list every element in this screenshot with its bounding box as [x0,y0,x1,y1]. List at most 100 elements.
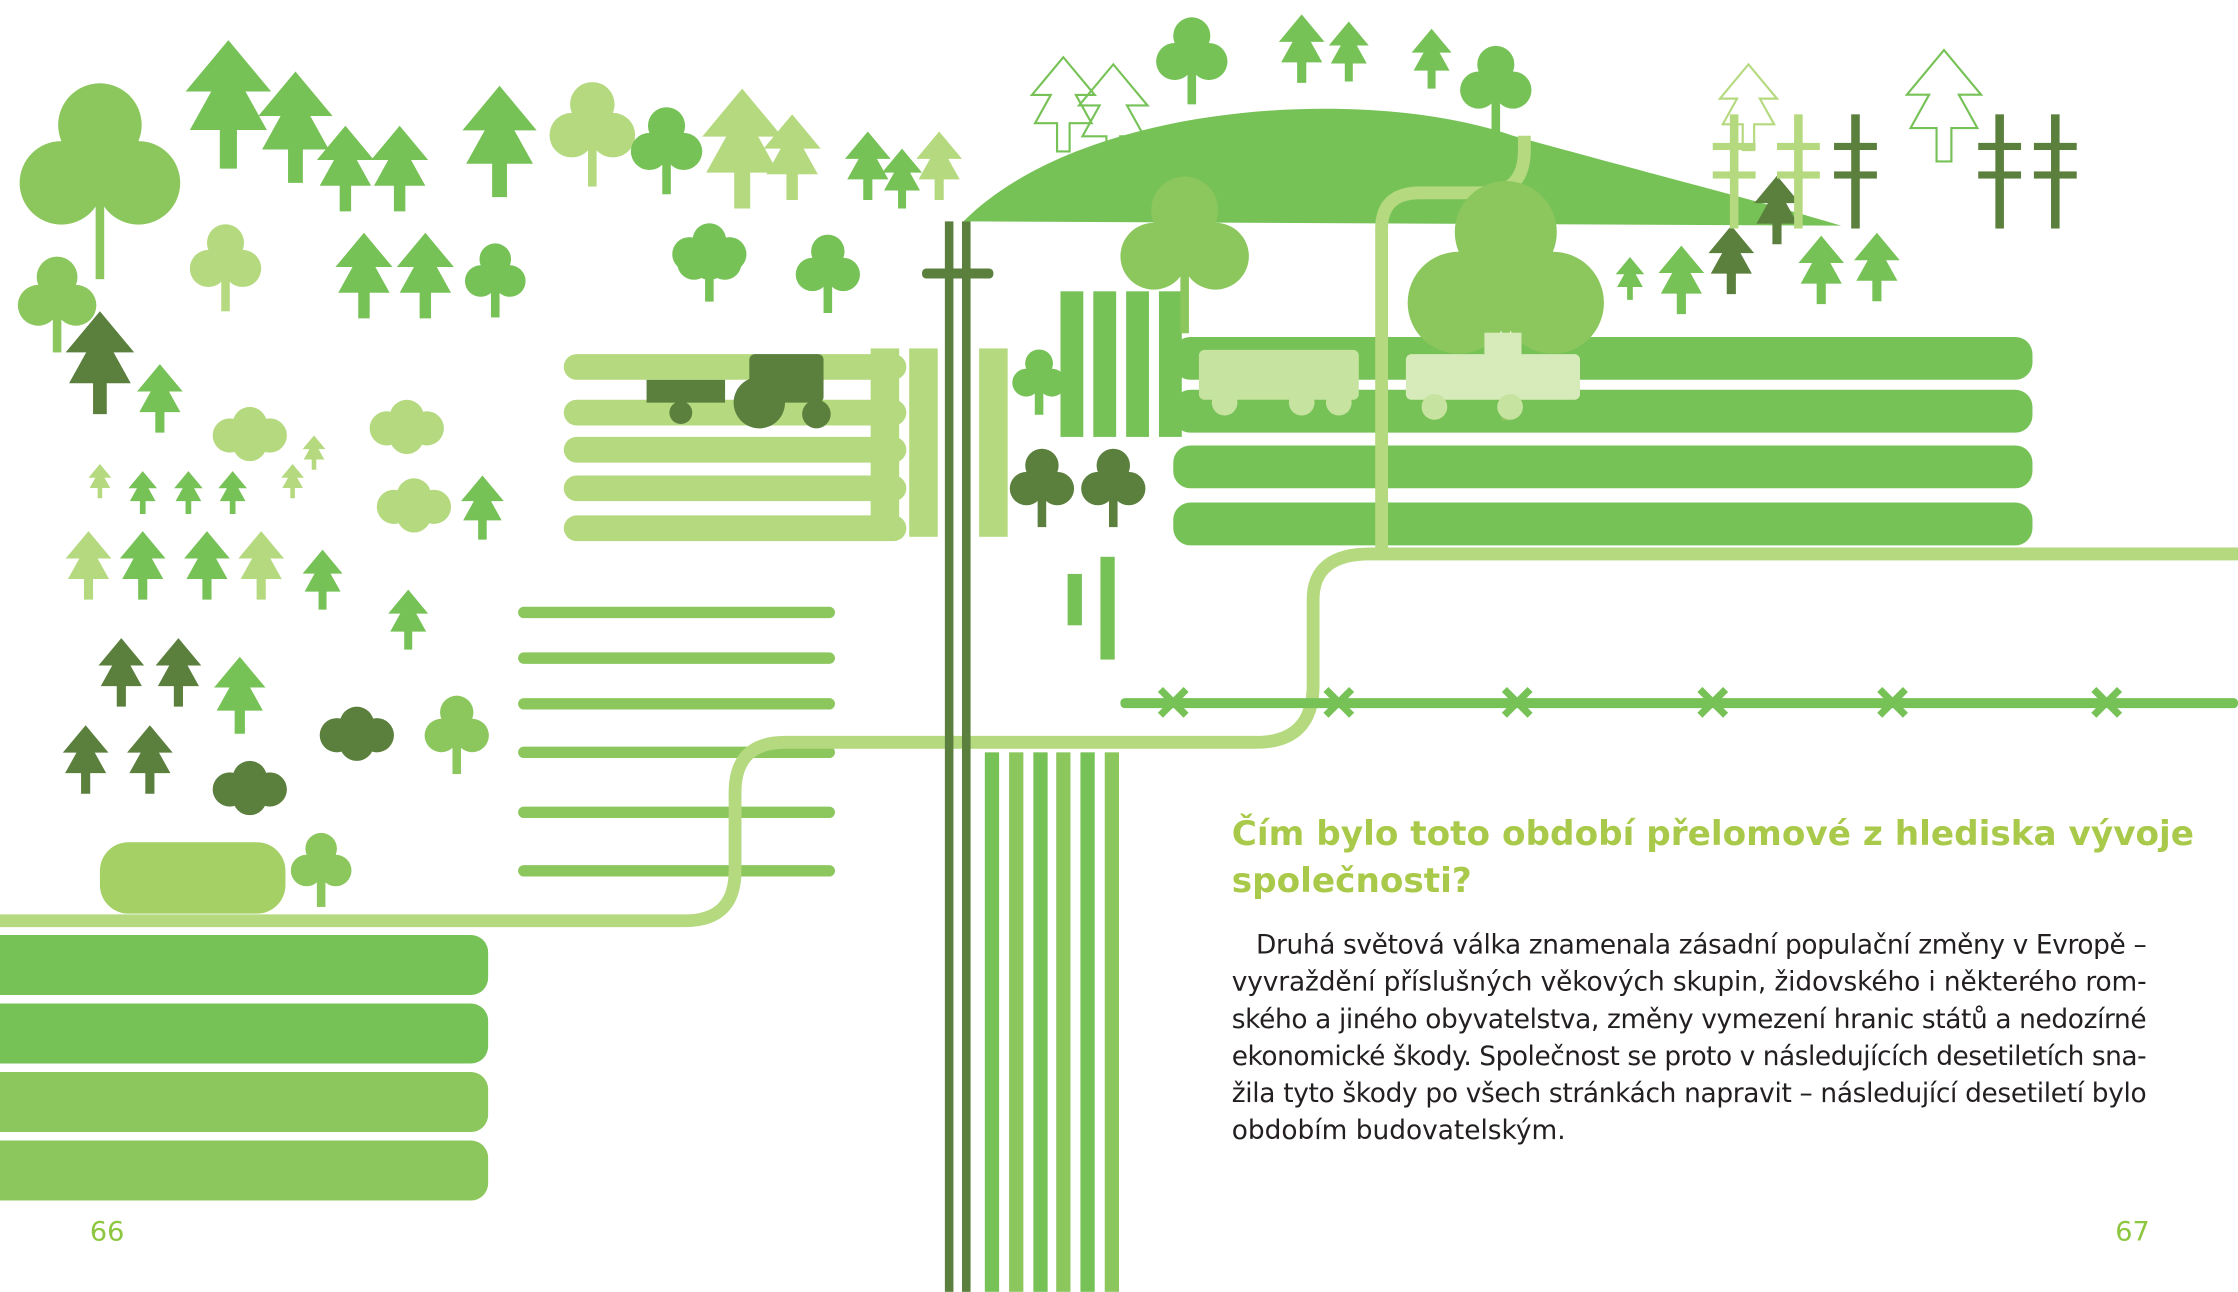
tree [281,464,304,498]
tree [66,531,112,600]
hedge [100,842,286,913]
tree [184,531,230,600]
tree [371,126,428,212]
tree [1412,29,1452,89]
tree [845,131,891,200]
tree [258,72,332,183]
stripe [962,221,971,1291]
stripe [518,607,835,618]
tree-crown [480,243,512,275]
stripe [518,865,835,876]
stripe [1173,445,2032,488]
stripe [1173,503,2032,546]
tree [156,638,202,707]
dead-tree [1978,171,2021,178]
tree [1708,226,1754,295]
page-number: 67 [2115,1216,2150,1247]
tree [916,131,962,200]
tree [127,725,173,794]
dead-tree [1713,171,1756,178]
tree [1329,22,1369,82]
stripe [979,348,1008,536]
stripe [564,354,907,380]
stripe [0,1072,488,1132]
tree-crown [1151,177,1218,244]
tree-crown [1097,449,1130,482]
tree-crown [648,107,685,144]
bush [233,427,267,461]
stripe [871,348,900,536]
bush [233,781,267,815]
stripe [985,752,999,1292]
tree [1659,246,1705,315]
tree [186,40,272,168]
stripe [1068,574,1082,625]
tree [303,435,326,469]
tree [66,311,135,414]
wheel [1289,390,1315,416]
stripe [0,1004,488,1064]
harvester [1406,354,1580,400]
tree-crown [207,224,244,261]
stripe [1126,291,1149,437]
heading-line: společnosti? [1232,861,1472,901]
stripe [0,1141,488,1201]
tree [98,638,144,707]
dead-tree [1777,171,1820,178]
wheel [1212,390,1238,416]
wheel [1326,390,1352,416]
paragraph-line: ekonomické škody. Společnost se proto v … [1232,1041,2147,1072]
tree [1907,50,1981,161]
bush [390,420,424,454]
tree [1279,14,1325,83]
page: {"heading": ["Čím bylo toto období přelo… [0,0,2238,1292]
paragraph-line: Druhá světová válka znamenala zásadní po… [1256,930,2147,961]
wheel [1422,394,1448,420]
tree [397,233,454,319]
stripe [0,935,488,995]
dead-tree [2034,143,2077,150]
stripe [1105,752,1119,1292]
tree [128,471,157,514]
tree [1616,257,1645,300]
stripe [1120,698,2238,708]
paragraph-line: vyvraždění příslušných věkových skupin, … [1232,967,2147,998]
stripe [518,652,835,663]
wheel [1497,394,1523,420]
tree [317,126,374,212]
tree [1798,236,1844,305]
stripe [1033,752,1047,1292]
paragraph-line: ského a jiného obyvatelstva, změny vymez… [1232,1004,2147,1035]
stripe [1159,291,1182,437]
paragraph-line: žila tyto škody po všech stránkách napra… [1232,1078,2147,1109]
stripe [564,515,907,541]
tree-crown [58,83,141,166]
bush [340,727,374,761]
stripe [564,475,907,501]
tree [120,531,166,600]
tree-trunk [1180,266,1189,333]
dead-tree [2034,171,2077,178]
paragraph-line: obdobím budovatelským. [1232,1115,1566,1146]
stripe [945,221,954,1291]
stripe [1060,291,1083,437]
tree-crown [305,833,337,865]
tree-crown [1025,349,1053,377]
tree-crown [37,257,78,298]
tree [63,725,109,794]
tree [238,531,284,600]
dead-tree [1834,143,1877,150]
stripe [518,807,835,818]
tree [335,233,392,319]
stripe [922,268,993,278]
tree [214,657,265,734]
trailer [647,380,726,403]
tree-crown [1025,449,1058,482]
tree [1720,64,1777,150]
dead-tree [1834,171,1877,178]
dead-tree [1777,143,1820,150]
page-number: 66 [90,1216,125,1247]
tree [174,471,203,514]
stripe [1009,752,1023,1292]
stripe [1100,557,1114,660]
